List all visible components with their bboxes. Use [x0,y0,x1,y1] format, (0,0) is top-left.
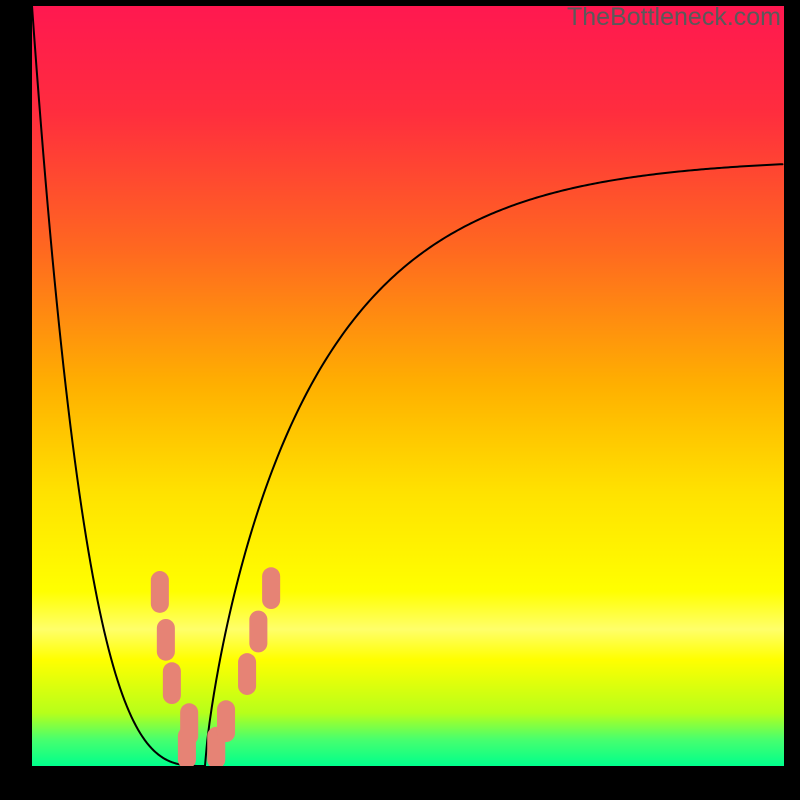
data-marker [217,700,235,742]
gradient-background [32,6,784,766]
data-marker [249,611,267,653]
data-marker [157,619,175,661]
chart-frame: TheBottleneck.com [0,0,800,800]
watermark-label: TheBottleneck.com [567,3,781,32]
data-marker [238,653,256,695]
data-marker [151,571,169,613]
data-marker [262,567,280,609]
bottleneck-curve-chart [32,6,784,766]
data-marker [163,662,181,704]
data-marker [178,727,196,766]
